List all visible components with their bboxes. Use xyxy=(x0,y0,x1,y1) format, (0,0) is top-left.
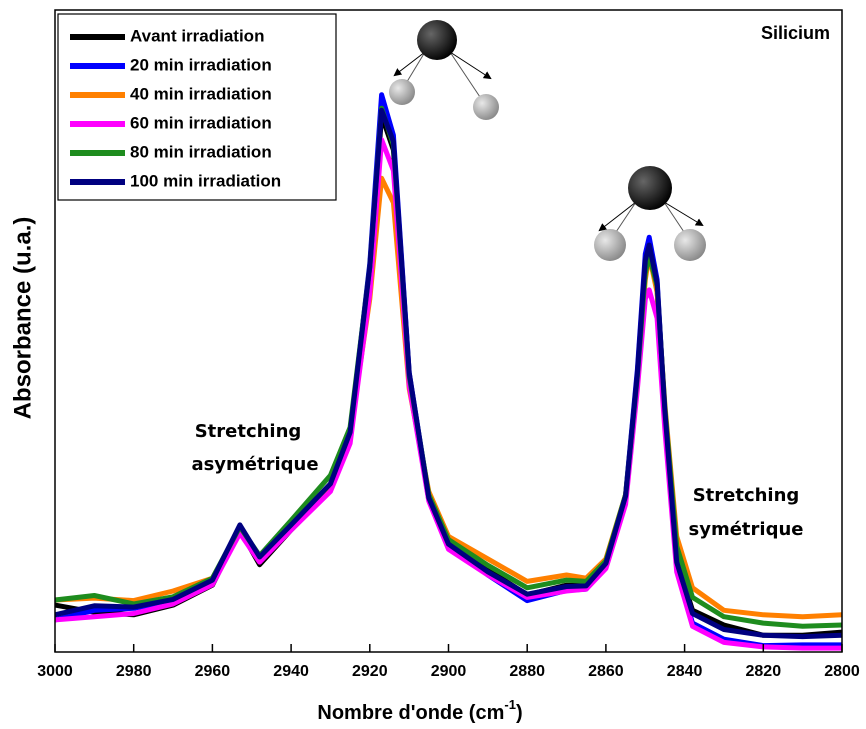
legend-label: 20 min irradiation xyxy=(130,55,272,74)
molecule-icon xyxy=(389,20,499,120)
legend-box xyxy=(57,13,337,201)
annotation: Stretching xyxy=(195,421,302,442)
x-tick-label: 2900 xyxy=(431,663,467,680)
chart-title: Silicium xyxy=(761,23,830,43)
x-axis-label-end: ) xyxy=(516,702,523,724)
legend-label: Avant irradiation xyxy=(130,26,264,45)
x-tick-label: 2800 xyxy=(824,663,860,680)
data-line xyxy=(54,107,843,640)
legend-label: 60 min irradiation xyxy=(130,113,272,132)
x-tick-label: 2840 xyxy=(667,663,703,680)
x-axis-label-text: Nombre d'onde (cm xyxy=(317,702,504,724)
legend-label: 100 min irradiation xyxy=(130,171,281,190)
plot-lines xyxy=(54,92,843,651)
x-tick-label: 3000 xyxy=(37,663,73,680)
x-tick-label: 2820 xyxy=(746,663,782,680)
annotation: Stretching xyxy=(693,485,800,506)
x-axis-label-sup: -1 xyxy=(504,697,516,712)
x-tick-label: 2880 xyxy=(509,663,545,680)
molecule-icon xyxy=(594,166,706,261)
legend: Avant irradiation 20 min irradiation 40 mi… xyxy=(70,26,281,190)
data-line xyxy=(54,137,842,651)
annotation: asymétrique xyxy=(191,454,318,475)
legend-label: 80 min irradiation xyxy=(130,142,272,161)
x-tick-label: 2940 xyxy=(273,663,309,680)
annotation: symétrique xyxy=(689,519,804,540)
x-tick-label: 2960 xyxy=(195,663,231,680)
x-axis-label: Nombre d'onde (cm-1) xyxy=(317,697,522,724)
legend-label: 40 min irradiation xyxy=(130,84,272,103)
x-axis: 3000 2980 2960 2940 2920 2900 2880 2860 2840 2820… xyxy=(37,644,860,680)
y-axis-label: Absorbance (u.a.) xyxy=(9,217,36,420)
x-tick-label: 2980 xyxy=(116,663,152,680)
x-tick-label: 2920 xyxy=(352,663,388,680)
x-tick-label: 2860 xyxy=(588,663,624,680)
